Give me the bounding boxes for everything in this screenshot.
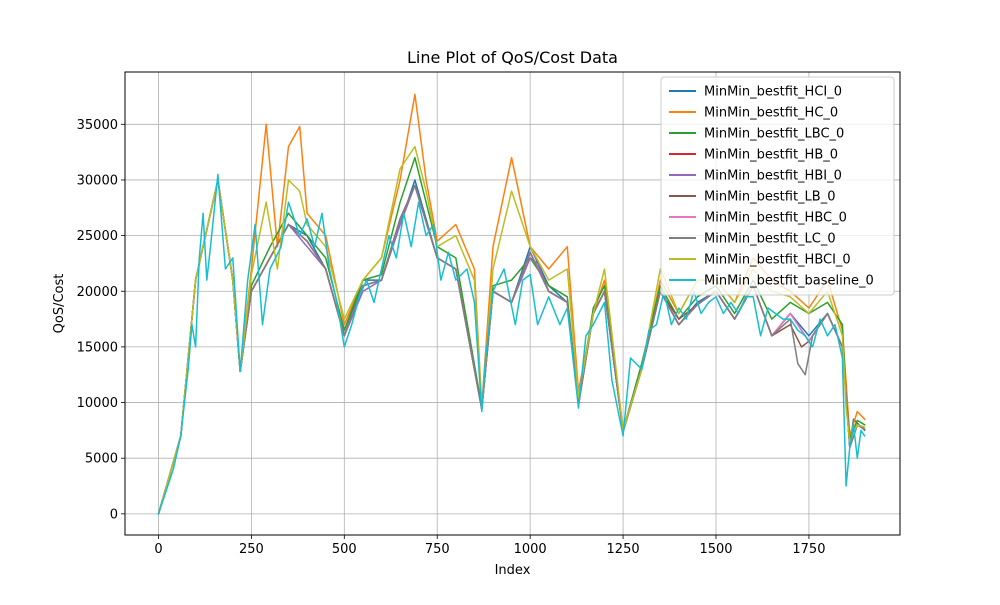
legend-label: MinMin_bestfit_baseline_0 — [704, 274, 874, 289]
legend-label: MinMin_bestfit_HBI_0 — [704, 169, 842, 184]
y-tick-label: 35000 — [77, 118, 118, 133]
legend-label: MinMin_bestfit_HBC_0 — [704, 211, 847, 226]
x-tick-label: 500 — [332, 542, 357, 557]
chart-title: Line Plot of QoS/Cost Data — [407, 48, 618, 67]
legend-label: MinMin_bestfit_HCI_0 — [704, 85, 842, 100]
y-tick-label: 15000 — [77, 340, 118, 355]
plot-frame — [124, 71, 901, 536]
legend-label: MinMin_bestfit_HBCI_0 — [704, 253, 851, 268]
legend-label: MinMin_bestfit_LC_0 — [704, 232, 836, 247]
y-tick-label: 25000 — [77, 229, 118, 244]
axis-ticks: 0 250 500 750 1000 1250 1500 1750 0 5000 10000 1500… — [77, 118, 826, 557]
legend-label: MinMin_bestfit_LB_0 — [704, 190, 835, 205]
legend-label: MinMin_bestfit_HC_0 — [704, 106, 838, 121]
x-tick-label: 750 — [425, 542, 450, 557]
x-tick-label: 1250 — [607, 542, 640, 557]
series-lines — [157, 93, 866, 515]
y-tick-label: 10000 — [77, 396, 118, 411]
legend-label: MinMin_bestfit_HB_0 — [704, 148, 838, 163]
x-tick-label: 1000 — [514, 542, 547, 557]
x-tick-label: 250 — [239, 542, 264, 557]
x-tick-label: 1500 — [699, 542, 732, 557]
legend: MinMin_bestfit_HCI_0 MinMin_bestfit_HC_0 M… — [660, 76, 895, 296]
y-tick-label: 5000 — [85, 452, 118, 467]
x-axis-label: Index — [495, 563, 531, 578]
y-tick-label: 30000 — [77, 173, 118, 188]
legend-box — [660, 76, 895, 296]
y-axis-label: QoS/Cost — [52, 274, 67, 334]
legend-label: MinMin_bestfit_LBC_0 — [704, 127, 844, 142]
x-tick-label: 1750 — [792, 542, 825, 557]
series-line-MinMin_bestfit_baseline_0 — [157, 173, 866, 515]
series-line-MinMin_bestfit_LC_0 — [157, 179, 866, 515]
x-tick-label: 0 — [154, 542, 162, 557]
y-tick-label: 20000 — [77, 285, 118, 300]
y-tick-label: 0 — [110, 507, 118, 522]
